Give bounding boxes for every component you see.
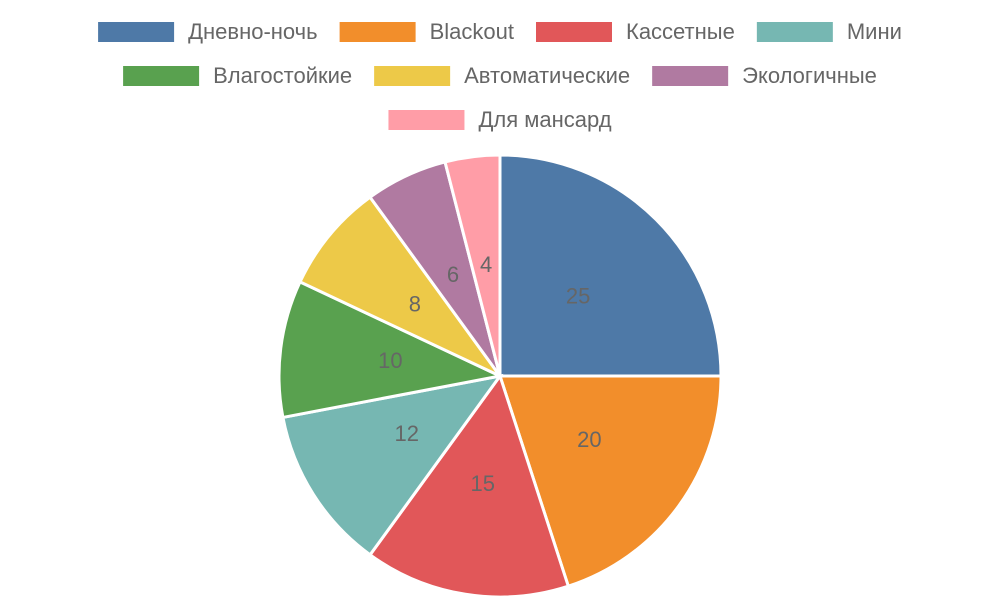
legend-item: Влагостойкие: [123, 63, 352, 88]
pie-slice: [497, 374, 723, 589]
legend-item: Дневно-ночь: [98, 19, 318, 44]
pie-slice: [277, 279, 505, 420]
legend-item: Мини: [756, 19, 902, 44]
data-label: 8: [409, 291, 421, 316]
legend-swatch: [388, 110, 465, 130]
legend-item: Автоматические: [374, 63, 630, 88]
pie-slice: [498, 153, 723, 378]
legend-item: Для мансард: [388, 107, 612, 132]
legend-swatch: [123, 66, 200, 86]
legend-item: Экологичные: [652, 63, 877, 88]
legend-swatch: [98, 22, 175, 42]
pie-slice: [298, 195, 502, 378]
pie-slice: [281, 373, 504, 557]
legend-swatch: [652, 66, 729, 86]
legend-label: Дневно-ночь: [188, 19, 318, 44]
legend-item: Blackout: [339, 19, 514, 44]
legend-label: Мини: [847, 19, 902, 44]
legend-swatch: [756, 22, 833, 42]
legend-swatch: [536, 22, 612, 42]
legend-label: Blackout: [430, 19, 514, 44]
data-label: 15: [470, 471, 494, 496]
legend-label: Экологичные: [742, 63, 877, 88]
legend-item: Кассетные: [536, 19, 735, 44]
legend-label: Кассетные: [626, 19, 735, 44]
data-label: 12: [394, 421, 418, 446]
pie-slice: [368, 372, 571, 599]
data-label: 20: [577, 427, 601, 452]
data-label: 25: [566, 284, 590, 309]
legend-label: Для мансард: [478, 107, 611, 132]
data-label: 4: [480, 252, 492, 277]
legend-swatch: [339, 22, 416, 42]
legend-label: Автоматические: [464, 63, 630, 88]
legend-label: Влагостойкие: [213, 63, 352, 88]
data-label: 10: [378, 348, 402, 373]
data-label: 6: [447, 262, 459, 287]
legend-swatch: [374, 66, 451, 86]
pie-slice: [443, 153, 502, 377]
